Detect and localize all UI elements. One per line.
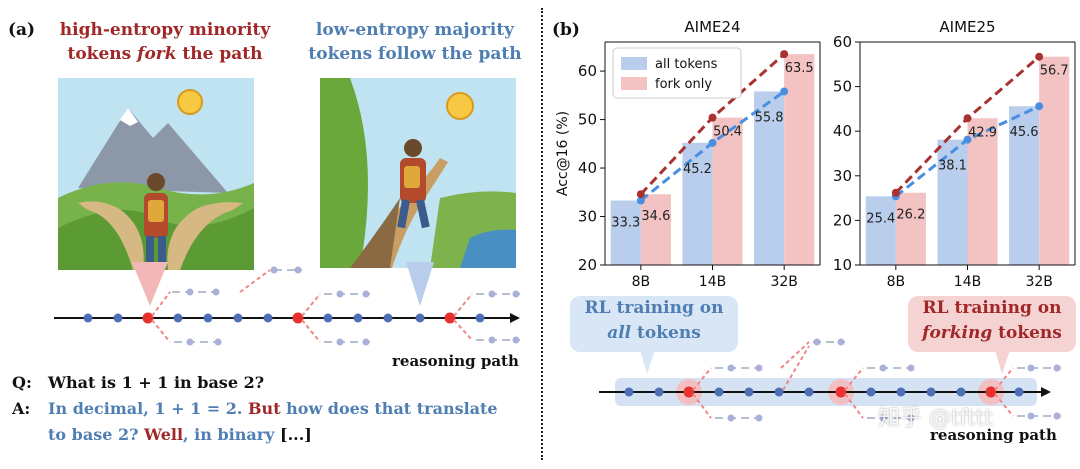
follow-caption: low-entropy majority tokens follow the p… [300, 18, 530, 66]
y-tick-label: 20 [833, 211, 852, 229]
data-label-fork-only-32B: 56.7 [1040, 64, 1069, 79]
reasoning-path-a [54, 262, 520, 346]
trend-point-all-tokens-8B [636, 196, 645, 205]
y-tick-label: 60 [833, 33, 852, 51]
trend-point-fork-only-14B [963, 114, 972, 123]
rl-all-box: RL training on all tokens [570, 296, 738, 352]
chart-1-ylabel: Acc@16 (%) [555, 111, 571, 196]
rl-all-line2: all tokens [607, 323, 701, 343]
trend-point-fork-only-14B [708, 113, 717, 122]
legend-label-fork-only: fork only [655, 77, 712, 92]
rl-fork-line1: RL training on [922, 298, 1062, 318]
data-label-all-tokens-8B: 33.3 [611, 216, 640, 231]
trend-point-fork-only-32B [780, 50, 789, 59]
charts-svg: AIME24 20 30 40 50 60 8B 14B 32B Acc@16 (%) 33.3 45… [555, 18, 1076, 290]
qa-block: Q: What is 1 + 1 in base 2? A: In decimal,… [12, 370, 532, 448]
y-tick-label: 20 [578, 256, 597, 274]
fork-illustration [58, 78, 254, 270]
y-tick-label: 40 [578, 159, 597, 177]
answer-row-1: A: In decimal, 1 + 1 = 2. But how does th… [12, 399, 498, 418]
data-label-fork-only-14B: 42.9 [968, 125, 997, 140]
rl-fork-line2: forking tokens [922, 323, 1062, 343]
rl-all-line1: RL training on [584, 298, 724, 318]
legend-swatch-all-tokens [621, 57, 647, 70]
data-label-all-tokens-14B: 45.2 [683, 162, 712, 177]
answer-row-2: to base 2? Well, in binary [...] [48, 425, 312, 444]
trend-point-all-tokens-14B [963, 135, 972, 144]
bar-AIME25-all-tokens-8B [865, 196, 896, 265]
y-tick-label: 60 [578, 62, 597, 80]
bar-AIME24-fork-only-32B [784, 54, 815, 265]
bar-AIME24-fork-only-8B [640, 194, 671, 265]
follow-caption-line1: low-entropy majority [315, 20, 515, 40]
x-tick-label: 32B [770, 274, 797, 290]
bar-AIME25-all-tokens-32B [1009, 106, 1040, 265]
x-tick-label: 8B [632, 274, 651, 290]
y-tick-label: 10 [833, 256, 852, 274]
question-text: What is 1 + 1 in base 2? [48, 373, 265, 392]
x-tick-label: 14B [699, 274, 726, 290]
panel-a-label: (a) [8, 20, 36, 40]
bar-AIME25-fork-only-8B [895, 192, 926, 265]
legend-label-all-tokens: all tokens [655, 57, 718, 72]
follow-pointer [406, 262, 434, 306]
trend-point-all-tokens-32B [780, 87, 789, 96]
trend-point-fork-only-8B [891, 188, 900, 197]
data-label-fork-only-8B: 34.6 [641, 209, 670, 224]
y-tick-label: 40 [833, 122, 852, 140]
data-label-all-tokens-8B: 25.4 [866, 211, 895, 226]
fork-caption-line2: tokens fork the path [67, 44, 263, 64]
fork-caption: high-entropy minority tokens fork the pa… [40, 18, 290, 66]
data-label-fork-only-14B: 50.4 [713, 125, 742, 140]
y-tick-label: 50 [833, 78, 852, 96]
data-label-fork-only-32B: 63.5 [785, 61, 814, 76]
trend-point-fork-only-32B [1035, 52, 1044, 61]
bar-AIME24-fork-only-14B [712, 117, 743, 265]
y-tick-label: 30 [833, 167, 852, 185]
data-label-all-tokens-32B: 55.8 [755, 110, 784, 125]
panel-divider [541, 8, 543, 460]
fork-caption-line1: high-entropy minority [59, 20, 271, 40]
bar-AIME24-all-tokens-32B [754, 91, 785, 266]
data-label-fork-only-8B: 26.2 [896, 208, 925, 223]
reasoning-path-label-b: reasoning path [930, 426, 1057, 444]
chart-2-title: AIME25 [939, 18, 995, 36]
x-tick-label: 32B [1025, 274, 1052, 290]
bar-AIME24-all-tokens-8B [610, 200, 641, 265]
bar-AIME25-fork-only-32B [1039, 56, 1070, 265]
question-row: Q: What is 1 + 1 in base 2? [12, 373, 265, 392]
follow-caption-line2: tokens follow the path [308, 44, 522, 64]
data-label-all-tokens-32B: 45.6 [1010, 125, 1039, 140]
bar-AIME25-fork-only-14B [967, 118, 998, 266]
reasoning-path-b [599, 338, 1061, 422]
trend-point-fork-only-8B [636, 190, 645, 199]
trend-point-all-tokens-14B [708, 138, 717, 147]
reasoning-path-label-a: reasoning path [392, 352, 519, 370]
rl-fork-box: RL training on forking tokens [908, 296, 1076, 352]
x-tick-label: 8B [887, 274, 906, 290]
y-tick-label: 50 [578, 111, 597, 129]
panel-b-label: (b) [552, 20, 580, 40]
x-tick-label: 14B [954, 274, 981, 290]
chart-1-title: AIME24 [684, 18, 740, 36]
watermark: 知乎 @tfttt [878, 406, 993, 431]
y-tick-label: 30 [578, 208, 597, 226]
trend-point-all-tokens-32B [1035, 102, 1044, 111]
follow-illustration [320, 78, 516, 268]
legend-swatch-fork-only [621, 77, 647, 90]
fork-pointer [132, 262, 168, 306]
data-label-all-tokens-14B: 38.1 [938, 159, 967, 174]
